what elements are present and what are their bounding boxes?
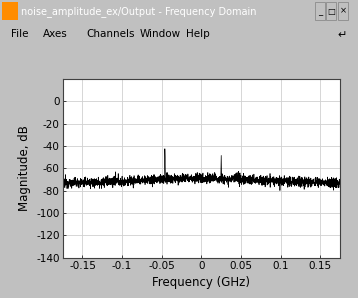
- Text: noise_amplitude_ex/Output - Frequency Domain: noise_amplitude_ex/Output - Frequency Do…: [21, 6, 257, 17]
- Text: File: File: [11, 29, 28, 38]
- Bar: [315, 2, 325, 20]
- Bar: [338, 2, 348, 20]
- Text: Channels: Channels: [86, 29, 134, 38]
- Text: ↵: ↵: [338, 30, 347, 40]
- Bar: [326, 2, 336, 20]
- Text: Axes: Axes: [43, 29, 68, 38]
- Bar: [2, 2, 18, 20]
- Y-axis label: Magnitude, dB: Magnitude, dB: [18, 125, 31, 211]
- Text: Window: Window: [140, 29, 181, 38]
- Text: ×: ×: [340, 7, 347, 16]
- X-axis label: Frequency (GHz): Frequency (GHz): [153, 276, 250, 289]
- Text: Help: Help: [186, 29, 210, 38]
- Text: _: _: [318, 7, 322, 16]
- Text: □: □: [327, 7, 335, 16]
